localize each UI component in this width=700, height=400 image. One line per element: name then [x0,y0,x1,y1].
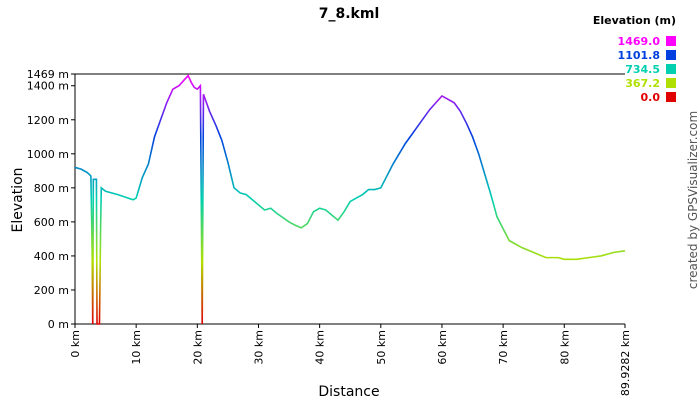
x-tick-label: 30 km [252,330,265,365]
y-tick-label: 1200 m [27,114,69,127]
x-tick-label: 89.9282 km [619,330,632,396]
y-tick-label: 200 m [34,284,69,297]
y-tick-label: 1400 m [27,80,69,93]
x-tick-label: 80 km [558,330,571,365]
legend-swatch [666,78,676,88]
x-tick-label: 10 km [130,330,143,365]
chart-title: 7_8.kml [319,6,380,22]
elevation-line [74,74,626,325]
legend-label: 0.0 [641,91,661,104]
y-tick-label: 0 m [48,318,69,331]
x-tick-label: 20 km [191,330,204,365]
legend-swatch [666,92,676,102]
credit: created by GPSVisualizer.com [686,111,700,289]
x-tick-label: 60 km [436,330,449,365]
x-tick-label: 0 km [69,330,82,358]
legend-label: 1101.8 [618,49,660,62]
y-axis-label: Elevation [10,167,26,232]
legend-swatch [666,50,676,60]
y-tick-label: 1469 m [27,68,69,81]
legend-swatch [666,64,676,74]
x-tick-label: 50 km [375,330,388,365]
y-tick-label: 800 m [34,182,69,195]
y-tick-label: 1000 m [27,148,69,161]
y-tick-label: 600 m [34,216,69,229]
x-axis-label: Distance [318,384,379,400]
legend-label: 367.2 [625,77,660,90]
legend-title: Elevation (m) [593,14,676,27]
legend-swatch [666,36,676,46]
legend-label: 1469.0 [618,35,661,48]
legend-label: 734.5 [625,63,660,76]
y-tick-label: 400 m [34,250,69,263]
x-tick-label: 70 km [497,330,510,365]
x-tick-label: 40 km [314,330,327,365]
